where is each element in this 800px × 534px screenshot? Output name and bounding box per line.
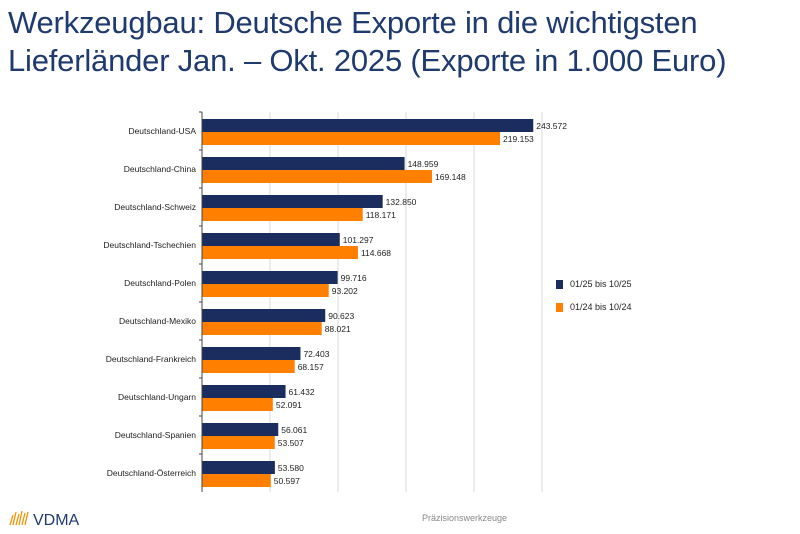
bar-series-1 xyxy=(202,347,301,360)
bar-series-1 xyxy=(202,385,286,398)
bar-series-2 xyxy=(202,284,329,297)
bar-series-1 xyxy=(202,271,338,284)
data-label: 243.572 xyxy=(536,121,567,131)
data-label: 56.061 xyxy=(281,425,307,435)
legend-label: 01/24 bis 10/24 xyxy=(570,302,632,312)
legend-swatch xyxy=(556,302,563,312)
data-label: 114.668 xyxy=(361,248,391,258)
category-label: Deutschland-China xyxy=(124,164,197,174)
data-label: 148.959 xyxy=(408,159,439,169)
category-label: Deutschland-Mexiko xyxy=(119,316,196,326)
data-label: 53.507 xyxy=(278,438,304,448)
data-label: 52.091 xyxy=(276,400,302,410)
bar-series-1 xyxy=(202,461,275,474)
data-label: 50.597 xyxy=(274,476,300,486)
legend-label: 01/25 bis 10/25 xyxy=(570,279,632,289)
data-label: 72.403 xyxy=(303,349,329,359)
legend-item-series-2: 01/24 bis 10/24 xyxy=(556,302,632,312)
data-label: 219.153 xyxy=(503,134,534,144)
bar-series-2 xyxy=(202,322,322,335)
bar-series-2 xyxy=(202,132,501,145)
data-label: 118.171 xyxy=(366,210,396,220)
bar-series-1 xyxy=(202,233,340,246)
legend-swatch xyxy=(556,279,563,289)
data-label: 169.148 xyxy=(435,172,466,182)
bar-series-2 xyxy=(202,360,295,373)
data-label: 68.157 xyxy=(298,362,324,372)
bar-series-1 xyxy=(202,309,326,322)
bar-series-1 xyxy=(202,423,279,436)
data-label: 132.850 xyxy=(386,197,417,207)
category-label: Deutschland-Österreich xyxy=(107,468,197,478)
category-label: Deutschland-Polen xyxy=(124,278,196,288)
bar-series-2 xyxy=(202,474,271,487)
data-label: 88.021 xyxy=(325,324,351,334)
bar-series-1 xyxy=(202,157,405,170)
vdma-logo: VDMA xyxy=(6,507,96,534)
category-label: Deutschland-USA xyxy=(128,126,196,136)
bar-series-2 xyxy=(202,436,275,449)
data-label: 90.623 xyxy=(328,311,354,321)
category-label: Deutschland-Ungarn xyxy=(118,392,196,402)
bar-series-1 xyxy=(202,119,534,132)
footer-text: Präzisionswerkzeuge xyxy=(422,513,508,523)
category-label: Deutschland-Frankreich xyxy=(106,354,197,364)
data-label: 101.297 xyxy=(343,235,374,245)
bar-series-2 xyxy=(202,170,433,183)
data-label: 93.202 xyxy=(332,286,358,296)
legend-item-series-1: 01/25 bis 10/25 xyxy=(556,279,632,289)
data-label: 53.580 xyxy=(278,463,304,473)
bar-series-2 xyxy=(202,398,273,411)
page-title: Werkzeugbau: Deutsche Exporte in die wic… xyxy=(8,5,727,78)
bar-series-2 xyxy=(202,208,363,221)
bar-series-2 xyxy=(202,246,358,259)
svg-text:VDMA: VDMA xyxy=(33,512,80,529)
category-label: Deutschland-Schweiz xyxy=(114,202,196,212)
data-label: 61.432 xyxy=(289,387,315,397)
bar-series-1 xyxy=(202,195,383,208)
category-label: Deutschland-Tschechien xyxy=(103,240,196,250)
category-label: Deutschland-Spanien xyxy=(115,430,197,440)
data-label: 99.716 xyxy=(341,273,367,283)
